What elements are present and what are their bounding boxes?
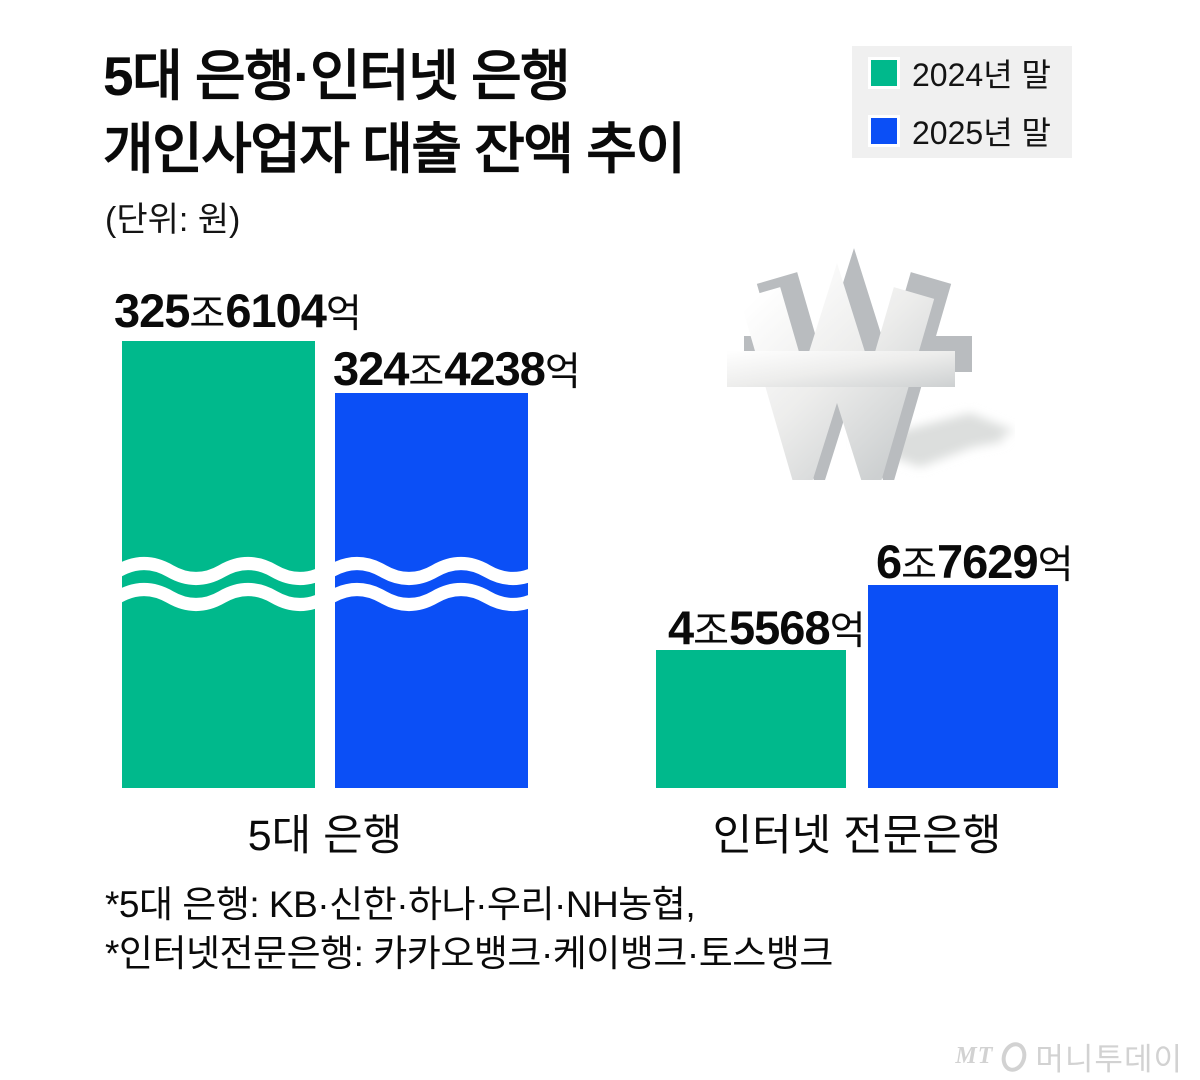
bar-internet-2024 [656, 650, 846, 788]
value-unit: 조 [693, 610, 730, 653]
value-number: 6104 [225, 284, 327, 337]
value-number: 6 [876, 535, 902, 588]
value-unit: 억 [544, 351, 581, 394]
category-label-5dae: 5대 은행 [247, 812, 403, 860]
brand-name: 머니투데이 [1035, 1042, 1183, 1077]
won-front [727, 263, 955, 480]
blue-swatch-icon [868, 115, 900, 147]
value-label-5dae-2024: 325조6104억 [114, 287, 362, 334]
bar-5dae-2025 [335, 393, 528, 788]
value-number: 5568 [729, 601, 831, 654]
unit-label: (단위: 원) [105, 201, 241, 239]
page-title: 5대 은행·인터넷 은행 개인사업자 대출 잔액 추이 [103, 40, 686, 186]
mt-circle-icon [1002, 1041, 1027, 1072]
value-label-internet-2024: 4조5568억 [668, 604, 865, 651]
won-3d-icon [727, 248, 1015, 480]
mt-logo-text: MT [955, 1043, 994, 1069]
value-number: 7629 [937, 535, 1039, 588]
footnotes: *5대 은행: KB·신한·하나·우리·NH농협, *인터넷전문은행: 카카오뱅… [105, 880, 833, 978]
value-label-internet-2025: 6조7629억 [876, 538, 1073, 585]
value-label-5dae-2025: 324조4238억 [333, 345, 581, 392]
value-unit: 조 [408, 351, 445, 394]
value-number: 4238 [444, 342, 546, 395]
page-title-line2: 개인사업자 대출 잔액 추이 [103, 118, 686, 180]
value-unit: 조 [189, 293, 226, 336]
footnote-line1: *5대 은행: KB·신한·하나·우리·NH농협, [105, 884, 696, 925]
category-label-internet: 인터넷 전문은행 [712, 812, 1002, 860]
green-swatch-icon [868, 57, 900, 89]
value-number: 325 [114, 284, 190, 337]
value-unit: 억 [325, 293, 362, 336]
legend: 2024년 말 2025년 말 [852, 46, 1072, 158]
value-unit: 조 [901, 544, 938, 587]
legend-label-2025: 2025년 말 [912, 115, 1051, 151]
value-unit: 억 [829, 610, 866, 653]
brand-watermark: MT 머니투데이 [0, 1034, 1183, 1079]
footnote-line2: *인터넷전문은행: 카카오뱅크·케이뱅크·토스뱅크 [105, 933, 833, 974]
legend-item-2024: 2024년 말 [868, 50, 1072, 96]
page-title-line1: 5대 은행·인터넷 은행 [103, 45, 571, 107]
value-number: 4 [668, 601, 694, 654]
value-number: 324 [333, 342, 409, 395]
value-unit: 억 [1037, 544, 1074, 587]
legend-label-2024: 2024년 말 [912, 57, 1051, 93]
legend-item-2025: 2025년 말 [868, 108, 1072, 154]
bar-5dae-2024 [122, 341, 315, 788]
bar-internet-2025 [868, 585, 1058, 788]
